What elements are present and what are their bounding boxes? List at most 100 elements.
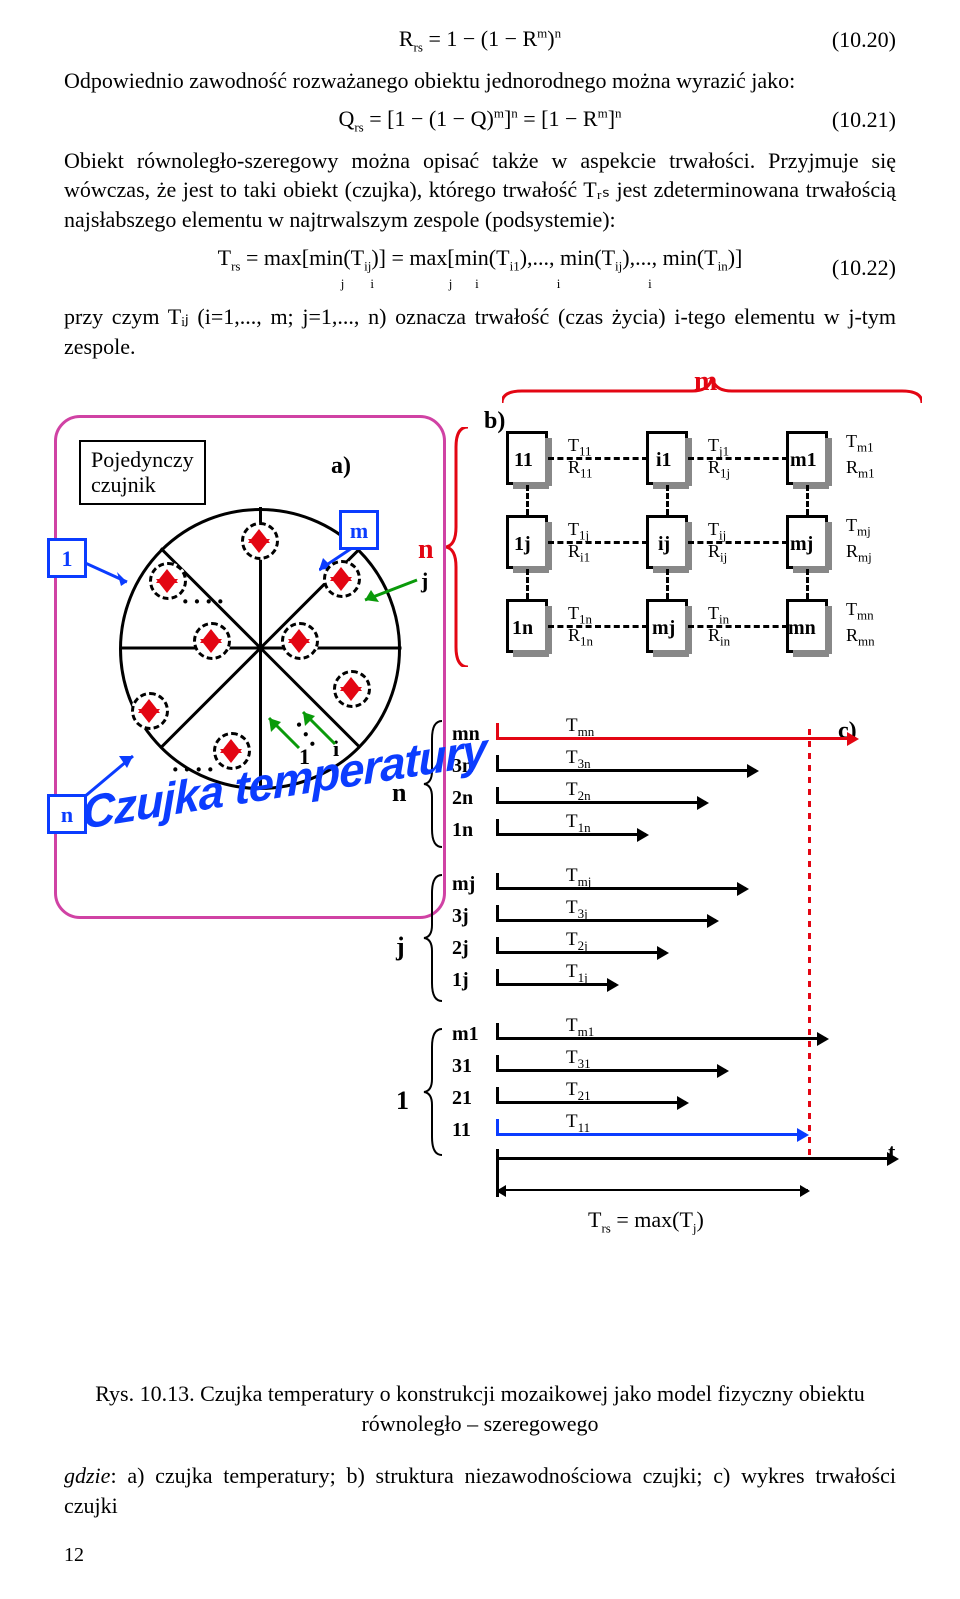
T-lbl: Tmn [846, 597, 874, 624]
link [806, 569, 809, 599]
extent-dash [808, 729, 811, 1159]
node-lbl: m1 [790, 447, 817, 474]
timeline-row-id: 1j [452, 967, 469, 994]
time-axis [496, 1157, 896, 1160]
sensor-title-line1: Pojedynczy [91, 447, 194, 472]
timeline-T-label: Tmn [566, 713, 594, 740]
node-lbl: ij [658, 531, 670, 558]
link [548, 541, 648, 544]
timeline-T-label: Tmj [566, 863, 591, 890]
timeline-row-id: 2j [452, 935, 469, 962]
brace-group-1 [422, 1027, 444, 1157]
timeline-T-label: T11 [566, 1109, 590, 1136]
timeline-bar [496, 919, 716, 922]
timeline-tick [496, 1119, 499, 1135]
figure-caption-sub: gdzie: a) czujka temperatury; b) struktu… [64, 1461, 896, 1520]
eq20-num: (10.20) [832, 25, 896, 55]
t-axis-label: t [888, 1137, 895, 1167]
timeline-bar [496, 1101, 686, 1104]
node-lbl: mj [790, 531, 813, 558]
dots: ···· [181, 584, 228, 619]
timeline-row-id: 3j [452, 903, 469, 930]
timeline-row-id: 31 [452, 1053, 472, 1080]
timeline-tick [496, 755, 499, 771]
timeline-bar [496, 1037, 826, 1040]
extent-arrow [498, 1189, 808, 1191]
label-a: a) [331, 450, 351, 482]
brace-m [502, 373, 922, 407]
node-lbl: mj [652, 615, 675, 642]
timeline-T-label: T1n [566, 809, 591, 836]
eq21-num: (10.21) [832, 105, 896, 135]
brace-n-label: n [418, 531, 434, 569]
timeline-row-id: 21 [452, 1085, 472, 1112]
timeline-tick [496, 819, 499, 835]
link [666, 485, 669, 515]
link [526, 569, 529, 599]
chip-n: n [47, 794, 87, 834]
chip-1: 1 [47, 538, 87, 578]
timeline-bar [496, 1133, 806, 1136]
timeline-bar [496, 769, 756, 772]
node-lbl: 1j [514, 531, 531, 558]
timeline-row-id: 2n [452, 785, 473, 812]
timeline-T-label: T3n [566, 745, 591, 772]
timeline-row-id: mj [452, 871, 475, 898]
eq22-num: (10.22) [832, 253, 896, 283]
equation-10-21: Qrs = [1 − (1 − Q)m]n = [1 − Rm]n (10.21… [64, 104, 896, 136]
link [688, 625, 788, 628]
timeline-tick [496, 937, 499, 953]
timeline-tick [496, 1055, 499, 1071]
trs-label: Trs = max(Tj) [588, 1205, 704, 1237]
para-3: przy czym Tᵢⱼ (i=1,..., m; j=1,..., n) o… [64, 302, 896, 361]
figure-caption: Rys. 10.13. Czujka temperatury o konstru… [64, 1379, 896, 1438]
eq21-body: Qrs = [1 − (1 − Q)m]n = [1 − Rm]n [338, 104, 621, 136]
label-b: b) [484, 405, 505, 437]
link [548, 625, 648, 628]
timeline-tick [496, 1023, 499, 1039]
equation-10-20: Rrs = 1 − (1 − Rm)n (10.20) [64, 24, 896, 56]
label-j: j [421, 566, 428, 596]
caption-sub-text: : a) czujka temperatury; b) struktura ni… [64, 1463, 896, 1518]
timeline-T-label: T3j [566, 895, 588, 922]
R-lbl: Rm1 [846, 455, 875, 482]
timeline-row-id: 11 [452, 1117, 471, 1144]
node-lbl: mn [788, 615, 816, 642]
R-lbl: Rmn [846, 623, 875, 650]
timeline-T-label: T21 [566, 1077, 591, 1104]
timeline-tick [496, 873, 499, 889]
timeline-T-label: T31 [566, 1045, 591, 1072]
eq20-body: Rrs = 1 − (1 − Rm)n [399, 24, 561, 56]
timeline-bar [496, 1069, 726, 1072]
T-lbl: Tm1 [846, 429, 874, 456]
slice [119, 646, 260, 649]
para-2: Obiekt równoległo-szeregowy można opisać… [64, 146, 896, 235]
node-lbl: 11 [514, 447, 533, 474]
timeline-tick [496, 787, 499, 803]
timeline-bar [496, 737, 856, 740]
timeline-row-id: 1n [452, 817, 473, 844]
node-lbl: i1 [656, 447, 672, 474]
link [548, 457, 648, 460]
brace-n [446, 427, 472, 667]
group-j-label: j [396, 929, 405, 964]
timeline-tick [496, 723, 499, 739]
group-1-label: 1 [396, 1083, 409, 1118]
page-number: 12 [64, 1542, 896, 1569]
timeline-T-label: Tm1 [566, 1013, 594, 1040]
chip-m: m [339, 510, 379, 550]
structure-grid: b) n 11 T11 R11 i1 Tj1 R1j m1 Tm1 Rm1 [476, 411, 926, 677]
timeline-tick [496, 905, 499, 921]
brace-group-j [422, 873, 444, 1003]
timeline-bar [496, 801, 706, 804]
eq22-sublabels: j i j i i i [308, 275, 651, 293]
sensor-title: Pojedynczy czujnik [79, 440, 206, 504]
timeline-bar [496, 983, 616, 986]
link [526, 485, 529, 515]
figure-10-13: m Pojedynczy czujnik a) 1 m n [64, 369, 896, 1379]
timeline-row-id: m1 [452, 1021, 479, 1048]
arrow-j [361, 578, 421, 608]
para-1: Odpowiednio zawodność rozważanego obiekt… [64, 66, 896, 96]
link [688, 541, 788, 544]
sensor-title-line2: czujnik [91, 472, 156, 497]
